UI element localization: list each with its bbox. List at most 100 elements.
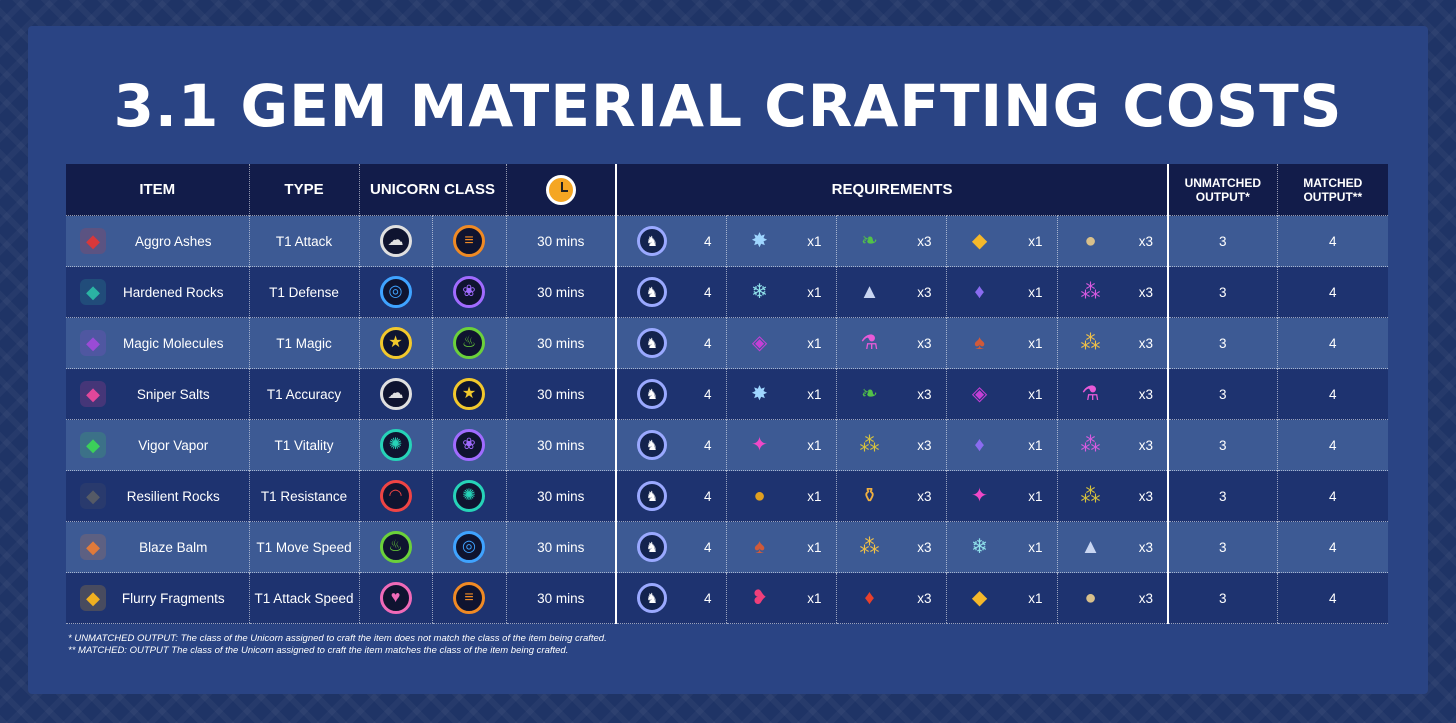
unicorn-class-cell: ✺ xyxy=(431,470,507,522)
page-title: 3.1 GEM MATERIAL CRAFTING COSTS xyxy=(113,72,1343,140)
planet-ring-icon: ◎ xyxy=(453,531,485,563)
unicorn-icon: ♞ xyxy=(637,277,668,307)
unicorn-class-cell: ♥ xyxy=(358,572,432,624)
confetti-icon: ⁂ xyxy=(859,434,880,456)
green-leaf-icon: ❧ xyxy=(861,383,878,405)
unicorn-class-cell: ◎ xyxy=(358,266,432,318)
requirement-qty: x1 xyxy=(1028,335,1043,351)
header-requirements: REQUIREMENTS xyxy=(615,164,1169,216)
header-item: ITEM xyxy=(66,164,249,216)
red-crystal-ash-icon: ◆ xyxy=(80,228,106,254)
requirement-qty: x1 xyxy=(807,335,822,351)
requirement-cell: ◆ x1 xyxy=(945,572,1058,624)
unicorn-class-cell: ☁ xyxy=(358,215,432,267)
header-unmatched-output: UNMATCHED OUTPUT* xyxy=(1167,164,1278,216)
requirement-qty: x1 xyxy=(807,233,822,249)
requirement-qty: x3 xyxy=(1138,539,1154,555)
requirement-cell: ▲ x3 xyxy=(1056,521,1169,573)
item-name: Flurry Fragments xyxy=(121,590,225,606)
table-row: ◆ Aggro Ashes T1 Attack ☁ ≡ 30 mins ♞ 4 ✸ x1 ❧ x3 ◆ x… xyxy=(66,215,1389,267)
ice-star-icon: ✸ xyxy=(751,383,768,405)
requirement-qty: 4 xyxy=(704,335,712,351)
unicorn-class-cell: ≡ xyxy=(431,215,507,267)
requirement-cell: ♞ 4 xyxy=(615,521,727,573)
table-row: ◆ Magic Molecules T1 Magic ★ ♨ 30 mins ♞ 4 ◈ x1 ⚗ x… xyxy=(66,317,1389,369)
unicorn-icon: ♞ xyxy=(637,583,668,613)
requirement-qty: x3 xyxy=(917,335,932,351)
unicorn-icon: ♞ xyxy=(637,328,668,358)
requirement-cell: ✸ x1 xyxy=(725,215,837,267)
requirement-cell: ♦ x1 xyxy=(945,266,1058,318)
requirement-cell: ● x3 xyxy=(1056,215,1169,267)
requirement-qty: x3 xyxy=(1138,437,1154,453)
unicorn-class-cell: ☁ xyxy=(358,368,432,420)
requirement-cell: ⁂ x3 xyxy=(835,521,947,573)
requirement-qty: x3 xyxy=(1138,233,1154,249)
requirement-qty: 4 xyxy=(704,539,712,555)
requirement-qty: x1 xyxy=(1028,233,1043,249)
gold-star-icon: ★ xyxy=(453,378,485,410)
matched-output-cell: 4 xyxy=(1276,368,1389,420)
footnote-matched: ** MATCHED: OUTPUT The class of the Unic… xyxy=(68,645,569,656)
requirement-cell: ❧ x3 xyxy=(835,215,947,267)
time-cell: 30 mins xyxy=(505,521,617,573)
unicorn-class-cell: ★ xyxy=(358,317,432,369)
matched-output-cell: 4 xyxy=(1276,521,1389,573)
unmatched-output-cell: 3 xyxy=(1167,368,1278,420)
requirement-qty: x1 xyxy=(807,386,822,402)
requirement-qty: x3 xyxy=(917,539,932,555)
table-header-row: ITEM TYPE UNICORN CLASS REQUIREMENTS UNM… xyxy=(66,164,1389,216)
requirement-cell: ♞ 4 xyxy=(615,266,727,318)
requirement-qty: x1 xyxy=(807,539,822,555)
teal-rocks-icon: ◆ xyxy=(80,279,106,305)
cheese-icon: ◆ xyxy=(971,587,988,609)
unmatched-output-cell: 3 xyxy=(1167,317,1278,369)
unmatched-output-cell: 3 xyxy=(1167,215,1278,267)
honey-bottle-icon: ⚱ xyxy=(861,485,878,507)
requirement-qty: 4 xyxy=(704,386,712,402)
requirement-cell: ♠ x1 xyxy=(725,521,837,573)
time-cell: 30 mins xyxy=(505,470,617,522)
pink-crystal-icon: ✦ xyxy=(971,485,988,507)
purple-molecules-icon: ◆ xyxy=(80,330,106,356)
unmatched-output-cell: 3 xyxy=(1167,419,1278,471)
gold-star-icon: ★ xyxy=(379,327,412,359)
magic-vial-icon: ⚗ xyxy=(860,332,879,354)
requirement-cell: ♞ 4 xyxy=(615,215,727,267)
item-cell: ◆ Resilient Rocks xyxy=(66,470,249,522)
gem-cube-icon: ◈ xyxy=(971,383,988,405)
unicorn-icon: ♞ xyxy=(637,481,668,511)
type-cell: T1 Defense xyxy=(248,266,359,318)
requirement-cell: ◈ x1 xyxy=(945,368,1058,420)
requirement-cell: ♦ x3 xyxy=(835,572,947,624)
requirement-qty: x1 xyxy=(807,284,822,300)
unicorn-class-cell: ≡ xyxy=(431,572,507,624)
requirement-cell: ❄ x1 xyxy=(725,266,837,318)
requirement-cell: ♞ 4 xyxy=(615,572,727,624)
orange-burger-icon: ≡ xyxy=(453,582,485,614)
requirement-cell: ♞ 4 xyxy=(615,317,727,369)
header-unicorn-class: UNICORN CLASS xyxy=(358,164,507,216)
requirement-qty: 4 xyxy=(704,233,712,249)
requirement-cell: ⁂ x3 xyxy=(1056,470,1169,522)
item-name: Magic Molecules xyxy=(122,335,224,351)
type-cell: T1 Vitality xyxy=(248,419,359,471)
item-cell: ◆ Sniper Salts xyxy=(66,368,249,420)
requirement-qty: x3 xyxy=(917,386,932,402)
gem-cube-icon: ◈ xyxy=(751,332,768,354)
purple-lotus-icon: ❀ xyxy=(453,429,485,461)
green-vapor-icon: ◆ xyxy=(80,432,106,458)
table-row: ◆ Flurry Fragments T1 Attack Speed ♥ ≡ 30 min… xyxy=(66,572,1389,624)
requirement-cell: ⁂ x3 xyxy=(1056,266,1169,318)
requirement-qty: x3 xyxy=(917,233,932,249)
unicorn-class-cell: ❀ xyxy=(431,266,507,318)
item-name: Hardened Rocks xyxy=(122,284,224,300)
golden-swirl-icon: ◆ xyxy=(80,585,106,611)
time-cell: 30 mins xyxy=(505,317,617,369)
requirement-qty: x3 xyxy=(1138,590,1154,606)
requirement-cell: ▲ x3 xyxy=(835,266,947,318)
magenta-droplets-icon: ⁂ xyxy=(1080,281,1101,303)
green-flame-icon: ♨ xyxy=(453,327,485,359)
requirement-qty: x1 xyxy=(1028,590,1043,606)
potato-stone-icon: ● xyxy=(1084,587,1097,609)
